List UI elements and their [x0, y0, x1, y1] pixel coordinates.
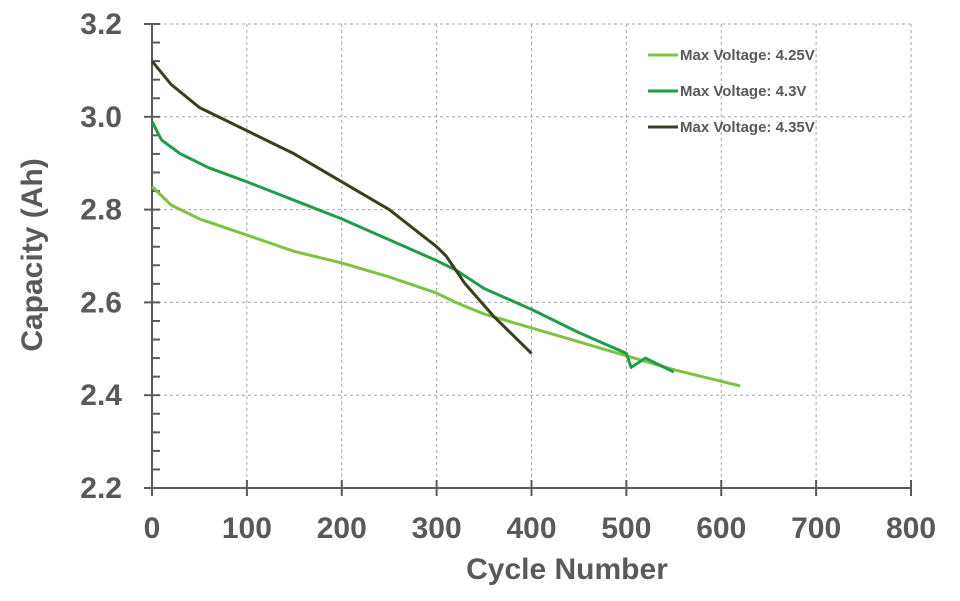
y-tick-label: 2.2: [80, 472, 122, 505]
y-tick-label: 3.0: [80, 101, 122, 134]
x-tick-label: 200: [317, 512, 367, 545]
x-tick-label: 400: [506, 512, 556, 545]
y-tick-label: 2.8: [80, 194, 122, 227]
legend: Max Voltage: 4.25V Max Voltage: 4.3V Max V…: [648, 47, 815, 136]
x-tick-label: 0: [144, 512, 161, 545]
y-tick-label: 2.4: [80, 379, 122, 412]
x-tick-label: 800: [886, 512, 936, 545]
y-tick-label: 2.6: [80, 286, 122, 319]
x-tick-label: 700: [791, 512, 841, 545]
series-line-1: [150, 185, 741, 388]
x-tick-label: 600: [696, 512, 746, 545]
axis-layer: 2.2 2.4 2.6 2.8 3.0 3.2 0 100 200 300 400 500 600 700…: [80, 8, 936, 545]
y-tick-label: 3.2: [80, 8, 122, 41]
legend-label-3: Max Voltage: 4.35V: [680, 119, 815, 136]
series-line-3: [150, 60, 533, 355]
series-line-2: [150, 120, 675, 374]
legend-label-1: Max Voltage: 4.25V: [680, 47, 815, 64]
y-axis-title: Capacity (Ah): [16, 158, 49, 351]
series-layer: [150, 60, 741, 388]
grid-layer: [152, 23, 912, 488]
legend-label-2: Max Voltage: 4.3V: [680, 83, 806, 100]
x-tick-label: 500: [601, 512, 651, 545]
x-tick-label: 300: [412, 512, 462, 545]
x-tick-label: 100: [222, 512, 272, 545]
x-axis-title: Cycle Number: [466, 553, 668, 586]
